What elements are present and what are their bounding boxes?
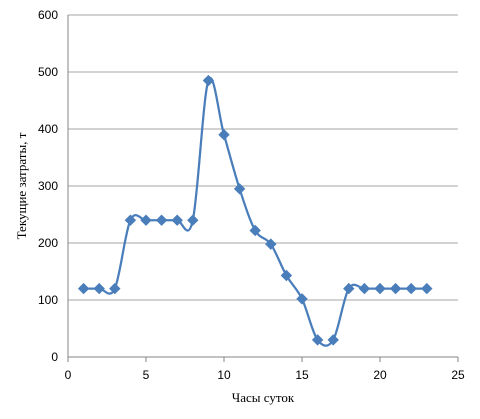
data-point bbox=[124, 214, 137, 226]
data-point bbox=[280, 269, 293, 282]
data-point bbox=[140, 214, 152, 226]
data-point bbox=[421, 282, 433, 295]
data-point bbox=[187, 214, 199, 226]
data-point bbox=[311, 334, 324, 346]
y-tick-label: 300 bbox=[38, 179, 58, 193]
y-tick-label: 500 bbox=[38, 65, 58, 79]
x-tick-label: 25 bbox=[451, 368, 465, 382]
x-tick-label: 10 bbox=[217, 368, 231, 382]
data-point bbox=[155, 214, 168, 226]
x-tick-label: 15 bbox=[295, 368, 309, 382]
data-point bbox=[109, 282, 121, 295]
data-point bbox=[389, 282, 402, 295]
x-axis-title: Часы суток bbox=[232, 390, 295, 405]
data-point bbox=[358, 282, 371, 295]
y-axis-title: Текущие затраты, т bbox=[14, 132, 29, 239]
data-point bbox=[343, 282, 355, 295]
x-tick-label: 5 bbox=[143, 368, 150, 382]
data-point bbox=[77, 282, 90, 295]
y-tick-label: 100 bbox=[38, 293, 58, 307]
data-point bbox=[218, 128, 230, 141]
data-point bbox=[296, 293, 308, 305]
data-line bbox=[83, 76, 427, 347]
x-tick-label: 20 bbox=[373, 368, 387, 382]
data-point bbox=[405, 282, 417, 295]
y-tick-label: 400 bbox=[38, 122, 58, 136]
data-point bbox=[171, 214, 183, 226]
x-tick-label: 0 bbox=[65, 368, 72, 382]
data-point bbox=[265, 238, 277, 250]
data-point bbox=[374, 282, 386, 295]
data-point bbox=[233, 183, 246, 195]
y-tick-label: 0 bbox=[51, 350, 58, 364]
y-tick-label: 600 bbox=[38, 8, 58, 22]
data-point bbox=[93, 282, 105, 295]
data-point bbox=[202, 74, 215, 87]
data-point bbox=[249, 224, 261, 237]
y-tick-label: 200 bbox=[38, 236, 58, 250]
data-point bbox=[327, 334, 339, 346]
